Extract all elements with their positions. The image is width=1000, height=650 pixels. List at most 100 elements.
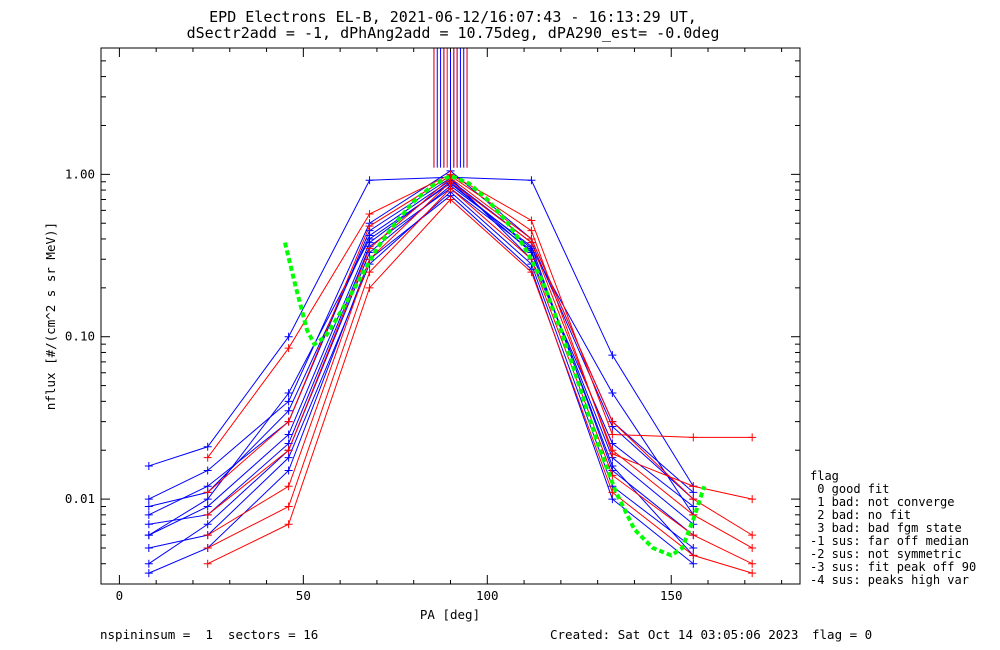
series-point <box>608 461 617 470</box>
series-point <box>144 520 153 529</box>
series-point <box>365 176 374 185</box>
legend-item: -1 sus: far off median <box>810 534 969 548</box>
series-point <box>203 442 212 451</box>
x-axis-label: PA [deg] <box>420 607 480 622</box>
legend-title: flag <box>810 469 839 483</box>
series-point <box>365 283 374 292</box>
legend-item: -3 sus: fit peak off 90 <box>810 560 976 574</box>
series-point <box>203 531 212 540</box>
series-point <box>203 559 212 568</box>
fit-curve <box>283 173 707 558</box>
series-line <box>207 181 753 549</box>
series-point <box>608 389 617 398</box>
series-line <box>148 176 694 487</box>
legend-item: -2 sus: not symmetric <box>810 547 962 561</box>
series-line <box>148 185 694 565</box>
series-point <box>748 531 757 540</box>
series-point <box>365 268 374 277</box>
series-point <box>144 510 153 519</box>
series-point <box>689 482 698 491</box>
x-tick-label: 100 <box>476 588 499 603</box>
series-point <box>365 209 374 218</box>
series-point <box>144 461 153 470</box>
series-point <box>608 417 617 426</box>
legend-item: 2 bad: no fit <box>810 508 911 522</box>
series-point <box>608 488 617 497</box>
series-point <box>203 495 212 504</box>
peak-spikes-layer <box>433 48 468 168</box>
y-axis-label: nflux [#/(cm^2 s sr MeV)] <box>43 222 58 410</box>
series-point <box>144 543 153 552</box>
series-point <box>284 446 293 455</box>
series-line <box>148 181 694 536</box>
series-point <box>284 389 293 398</box>
series-point <box>446 195 455 204</box>
series-line <box>207 187 753 565</box>
x-tick-label: 150 <box>660 588 683 603</box>
series-point <box>689 543 698 552</box>
series-point <box>689 551 698 560</box>
series-point <box>689 559 698 568</box>
y-tick-label: 1.00 <box>65 166 95 181</box>
series-point <box>284 430 293 439</box>
footer-spin-info: nspininsum = 1 sectors = 16 <box>100 627 318 642</box>
series-point <box>203 453 212 462</box>
series-point <box>144 495 153 504</box>
series-point <box>608 351 617 360</box>
legend-item: 0 good fit <box>810 482 889 496</box>
series-point <box>748 495 757 504</box>
series-point <box>203 520 212 529</box>
chart-title: EPD Electrons EL-B, 2021-06-12/16:07:43 … <box>209 8 697 26</box>
series-layer <box>144 166 757 578</box>
series-line <box>148 182 694 536</box>
series-point <box>203 510 212 519</box>
legend: flag 0 good fit 1 bad: not converge 2 ba… <box>810 469 976 587</box>
series-point <box>144 502 153 511</box>
series-point <box>527 176 536 185</box>
legend-item: -4 sus: peaks high var <box>810 573 969 587</box>
series-point <box>608 449 617 458</box>
x-tick-label: 50 <box>296 588 311 603</box>
series-point <box>446 184 455 193</box>
chart-subtitle: dSectr2add = -1, dPhAng2add = 10.75deg, … <box>187 24 720 42</box>
series-point <box>203 488 212 497</box>
legend-item: 1 bad: not converge <box>810 495 955 509</box>
series-point <box>748 543 757 552</box>
axes-layer: 0 50 100 150 0.01 0.10 1.00 <box>65 47 801 603</box>
series-point <box>689 531 698 540</box>
series-point <box>284 417 293 426</box>
series-point <box>608 495 617 504</box>
series-point <box>203 466 212 475</box>
series-line <box>148 187 694 556</box>
series-point <box>144 531 153 540</box>
series-point <box>144 569 153 578</box>
fit-layer <box>283 173 707 558</box>
series-point <box>284 406 293 415</box>
series-point <box>689 495 698 504</box>
series-point <box>203 502 212 511</box>
series-line <box>148 194 694 574</box>
legend-item: 3 bad: bad fgm state <box>810 521 962 535</box>
series-point <box>284 332 293 341</box>
series-line <box>207 198 753 574</box>
series-point <box>284 453 293 462</box>
footer-flag: flag = 0 <box>812 627 872 642</box>
series-point <box>689 433 698 442</box>
series-line <box>207 177 753 536</box>
series-point <box>365 234 374 243</box>
y-tick-label: 0.10 <box>65 329 95 344</box>
series-point <box>284 397 293 406</box>
series-point <box>284 520 293 529</box>
series-point <box>689 502 698 511</box>
series-point <box>748 433 757 442</box>
series-point <box>284 466 293 475</box>
y-tick-label: 0.01 <box>65 491 95 506</box>
x-tick-label: 0 <box>116 588 124 603</box>
series-line <box>207 173 753 458</box>
series-point <box>365 244 374 253</box>
series-point <box>203 543 212 552</box>
footer-created: Created: Sat Oct 14 03:05:06 2023 <box>550 627 798 642</box>
series-point <box>527 226 536 235</box>
series-point <box>748 559 757 568</box>
